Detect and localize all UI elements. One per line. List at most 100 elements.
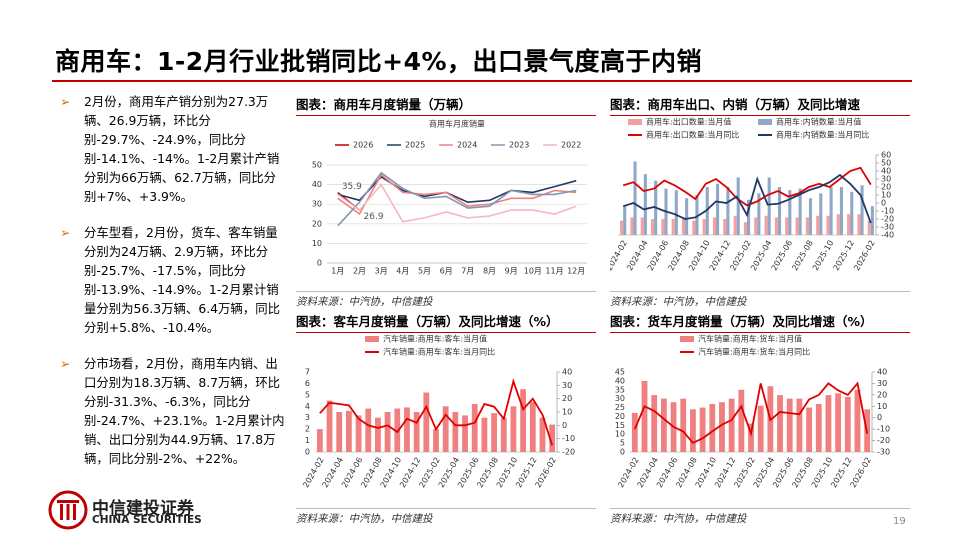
legend-swatch: [680, 336, 694, 342]
x-tick-label: 8月: [483, 267, 496, 276]
bar: [510, 406, 517, 452]
y-tick-label: 10: [615, 430, 625, 439]
y-tick-label: 45: [615, 368, 625, 377]
y2-tick-label: 30: [562, 381, 572, 390]
bar: [805, 217, 809, 235]
bar: [680, 398, 687, 452]
y-tick-label: 40: [615, 376, 625, 385]
bar: [767, 177, 771, 235]
bar: [695, 195, 699, 235]
y-tick-label: 2: [305, 425, 310, 434]
y-tick-label: 3: [305, 413, 310, 422]
legend-label: 商用车:出口数量:当月值: [646, 117, 731, 127]
bar: [777, 395, 783, 452]
bar: [549, 424, 556, 452]
series-line: [337, 173, 577, 216]
series-line: [337, 183, 577, 223]
bar: [355, 415, 362, 452]
bar: [808, 198, 813, 235]
bar: [774, 217, 778, 235]
bar: [623, 206, 627, 235]
logo-name: 中信建投证券: [92, 499, 194, 519]
bar: [854, 389, 861, 452]
legend-label: 汽车销量:商用车:货车:当月值: [698, 334, 802, 344]
bar: [788, 190, 792, 235]
y2-tick-label: 20: [562, 394, 572, 403]
bar: [651, 219, 655, 235]
y-tick-label: 50: [312, 161, 322, 170]
bar: [836, 214, 840, 235]
x-tick-label: 12月: [567, 267, 585, 276]
y2-tick-label: 0: [877, 413, 882, 422]
source-note: 资料来源：中汽协，中信建投: [296, 291, 596, 309]
bar: [336, 412, 343, 452]
bar: [712, 217, 717, 235]
source-note: 资料来源：中汽协，中信建投: [610, 291, 910, 309]
y2-tick-label: 30: [881, 175, 891, 184]
bar: [819, 193, 823, 235]
bar: [413, 412, 420, 452]
bar: [826, 215, 830, 235]
x-tick-label: 5月: [418, 267, 431, 276]
bar: [839, 187, 843, 235]
bar: [631, 412, 638, 452]
bar: [326, 400, 333, 452]
legend-label: 商用车:内销数量:当月同比: [776, 130, 869, 140]
x-tick-label: 2026-02: [852, 239, 877, 272]
bar: [728, 398, 735, 452]
y2-tick-label: 60: [881, 151, 891, 160]
y-tick-label: 7: [305, 368, 310, 377]
bar: [462, 415, 468, 452]
bar: [786, 398, 793, 452]
bullet: 分车型看，2月份，货车、客车销量分别为24万辆、2.9万辆，环比分别-25.7%…: [58, 223, 286, 337]
y-tick-label: 0: [317, 259, 322, 268]
source-note: 资料来源：中汽协，中信建投: [296, 508, 596, 526]
bar: [640, 217, 644, 235]
y-tick-label: 5: [305, 390, 310, 399]
y-tick-label: 25: [615, 403, 625, 412]
y2-tick-label: 10: [881, 191, 891, 200]
bar: [452, 412, 459, 452]
bar: [690, 409, 696, 452]
y2-tick-label: -20: [562, 448, 575, 457]
bar: [481, 417, 488, 452]
bar: [798, 188, 802, 235]
bar: [671, 219, 675, 235]
bar: [847, 214, 851, 235]
chart: 汽车销量:商用车:货车:当月值汽车销量:商用车:货车:当月同比051015202…: [615, 334, 890, 490]
y2-tick-label: 0: [881, 199, 886, 208]
y2-tick-label: -10: [562, 434, 575, 443]
bar: [726, 187, 730, 235]
bar: [702, 219, 706, 235]
chart: 商用车月度销量 2026 2025 2024 2023 2022 0 10 20 30 40 50 1月…: [312, 119, 587, 276]
bar: [815, 404, 822, 452]
bar: [844, 396, 851, 452]
data-label: 35.9: [342, 182, 362, 192]
bar: [316, 429, 323, 452]
bar: [394, 408, 401, 452]
legend-label: 汽车销量:商用车:客车:当月同比: [383, 347, 495, 357]
series-line: [622, 173, 872, 224]
y2-tick-label: 10: [562, 408, 572, 417]
y2-tick-label: 40: [562, 368, 572, 377]
bar: [835, 393, 842, 452]
bar: [825, 395, 832, 452]
bar: [529, 401, 536, 452]
y2-tick-label: -30: [877, 448, 890, 457]
slide-title: 商用车：1-2月行业批销同比+4%，出口景气度高于内销: [55, 47, 703, 76]
bar: [777, 187, 782, 235]
y-tick-label: 0: [620, 448, 625, 457]
bar: [471, 404, 478, 452]
y-tick-label: 30: [615, 394, 625, 403]
bar: [716, 183, 720, 235]
bar: [795, 217, 799, 235]
y2-tick-label: 50: [881, 159, 891, 168]
bar: [661, 219, 665, 235]
y-tick-label: 5: [620, 439, 625, 448]
bar: [764, 215, 768, 235]
bar: [630, 217, 634, 235]
chart-title: 商用车月度销量: [429, 119, 485, 129]
bar: [500, 417, 507, 452]
